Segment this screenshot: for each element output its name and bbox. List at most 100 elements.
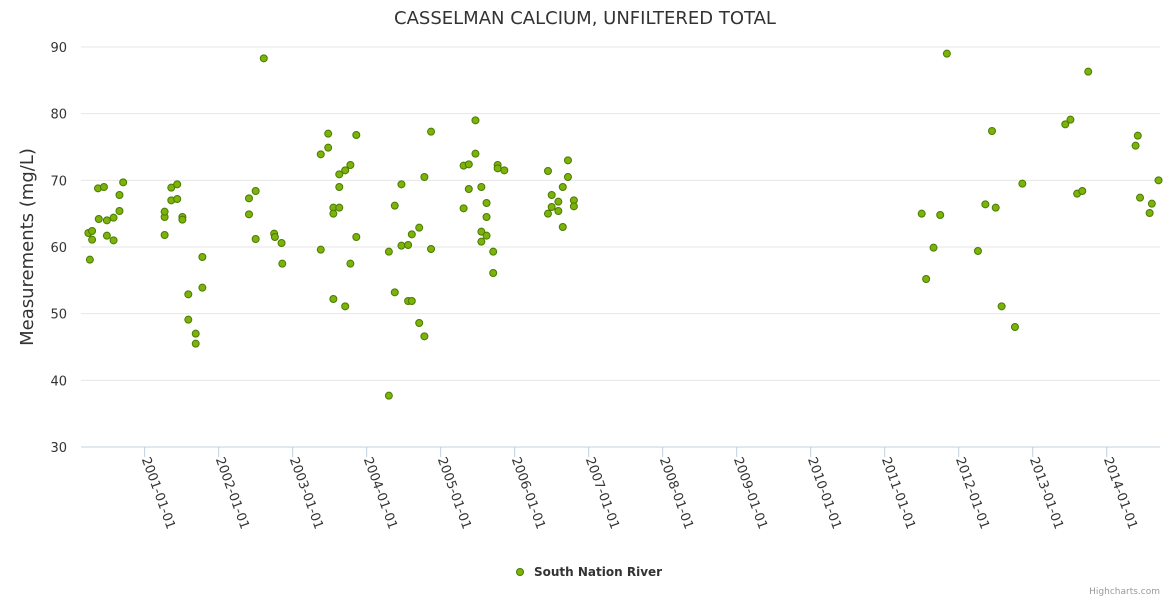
data-point[interactable] <box>459 204 468 213</box>
data-point[interactable] <box>102 231 111 240</box>
data-point[interactable] <box>471 149 480 158</box>
data-point[interactable] <box>493 164 502 173</box>
data-point[interactable] <box>244 210 253 219</box>
data-point[interactable] <box>973 247 982 255</box>
data-point[interactable] <box>936 211 945 219</box>
data-point[interactable] <box>404 241 413 249</box>
data-point[interactable] <box>390 288 399 297</box>
data-point[interactable] <box>341 302 350 311</box>
data-point[interactable] <box>415 319 424 327</box>
data-point[interactable] <box>407 230 416 239</box>
data-point[interactable] <box>1145 209 1154 217</box>
data-point[interactable] <box>1131 141 1140 150</box>
data-point[interactable] <box>278 259 287 268</box>
data-point[interactable] <box>1078 187 1087 195</box>
data-point[interactable] <box>981 200 990 209</box>
data-point[interactable] <box>335 170 344 179</box>
data-point[interactable] <box>563 173 572 181</box>
data-point[interactable] <box>178 215 187 224</box>
data-point[interactable] <box>335 183 344 191</box>
data-point[interactable] <box>1061 120 1070 129</box>
data-point[interactable] <box>1066 115 1075 124</box>
data-point[interactable] <box>119 178 128 187</box>
data-point[interactable] <box>482 213 491 221</box>
data-point[interactable] <box>384 247 393 256</box>
data-point[interactable] <box>554 197 563 206</box>
data-point[interactable] <box>917 209 926 218</box>
data-point[interactable] <box>341 166 350 175</box>
data-point[interactable] <box>1018 179 1027 188</box>
data-point[interactable] <box>191 339 200 348</box>
data-point[interactable] <box>173 180 182 189</box>
data-point[interactable] <box>1154 176 1163 185</box>
data-point[interactable] <box>420 332 429 341</box>
data-point[interactable] <box>489 247 498 256</box>
data-point[interactable] <box>85 255 94 264</box>
data-point[interactable] <box>477 227 486 236</box>
data-point[interactable] <box>543 167 552 175</box>
data-point[interactable] <box>477 183 486 191</box>
data-point[interactable] <box>94 215 103 223</box>
data-point[interactable] <box>464 160 473 169</box>
data-point[interactable] <box>335 203 344 212</box>
data-point[interactable] <box>270 233 279 241</box>
data-point[interactable] <box>1136 193 1145 202</box>
data-point[interactable] <box>251 187 260 195</box>
data-point[interactable] <box>184 315 193 324</box>
data-point[interactable] <box>346 161 355 169</box>
data-point[interactable] <box>543 209 552 218</box>
legend-label[interactable]: South Nation River <box>534 565 662 579</box>
data-point[interactable] <box>397 180 406 189</box>
data-point[interactable] <box>569 202 578 211</box>
data-point[interactable] <box>1133 131 1142 140</box>
data-point[interactable] <box>922 275 931 283</box>
data-point[interactable] <box>259 54 268 63</box>
data-point[interactable] <box>991 203 1000 212</box>
data-point[interactable] <box>547 191 556 199</box>
data-point[interactable] <box>558 183 567 191</box>
data-point[interactable] <box>554 207 563 215</box>
data-point[interactable] <box>160 207 169 216</box>
data-point[interactable] <box>427 245 436 253</box>
data-point[interactable] <box>929 243 938 252</box>
data-point[interactable] <box>1010 323 1019 331</box>
data-point[interactable] <box>1147 199 1156 208</box>
data-point[interactable] <box>115 191 124 199</box>
credits-link[interactable]: Highcharts.com <box>1089 587 1160 597</box>
data-point[interactable] <box>563 156 572 165</box>
data-point[interactable] <box>346 259 355 268</box>
data-point[interactable] <box>88 235 97 244</box>
data-point[interactable] <box>547 203 556 211</box>
data-point[interactable] <box>500 166 509 175</box>
data-point[interactable] <box>558 223 567 231</box>
data-point[interactable] <box>277 239 286 247</box>
data-points[interactable] <box>84 49 1163 400</box>
data-point[interactable] <box>324 129 333 138</box>
data-point[interactable] <box>988 127 997 135</box>
data-point[interactable] <box>88 227 97 235</box>
data-point[interactable] <box>99 183 108 191</box>
data-point[interactable] <box>1084 67 1093 76</box>
data-point[interactable] <box>173 195 182 203</box>
data-point[interactable] <box>115 207 124 215</box>
data-point[interactable] <box>397 241 406 250</box>
data-point[interactable] <box>329 209 338 218</box>
data-point[interactable] <box>198 283 207 292</box>
data-point[interactable] <box>427 127 436 136</box>
data-point[interactable] <box>198 253 207 261</box>
data-point[interactable] <box>407 297 416 305</box>
data-point[interactable] <box>384 391 393 400</box>
data-point[interactable] <box>420 173 429 181</box>
data-point[interactable] <box>390 201 399 210</box>
data-point[interactable] <box>184 290 193 299</box>
data-point[interactable] <box>329 295 338 303</box>
data-point[interactable] <box>109 213 118 222</box>
data-point[interactable] <box>244 194 253 203</box>
data-point[interactable] <box>489 269 498 277</box>
data-point[interactable] <box>477 237 486 246</box>
data-point[interactable] <box>942 49 951 58</box>
data-point[interactable] <box>415 223 424 232</box>
legend[interactable]: South Nation River <box>516 565 663 579</box>
data-point[interactable] <box>316 150 325 159</box>
data-point[interactable] <box>324 143 333 152</box>
